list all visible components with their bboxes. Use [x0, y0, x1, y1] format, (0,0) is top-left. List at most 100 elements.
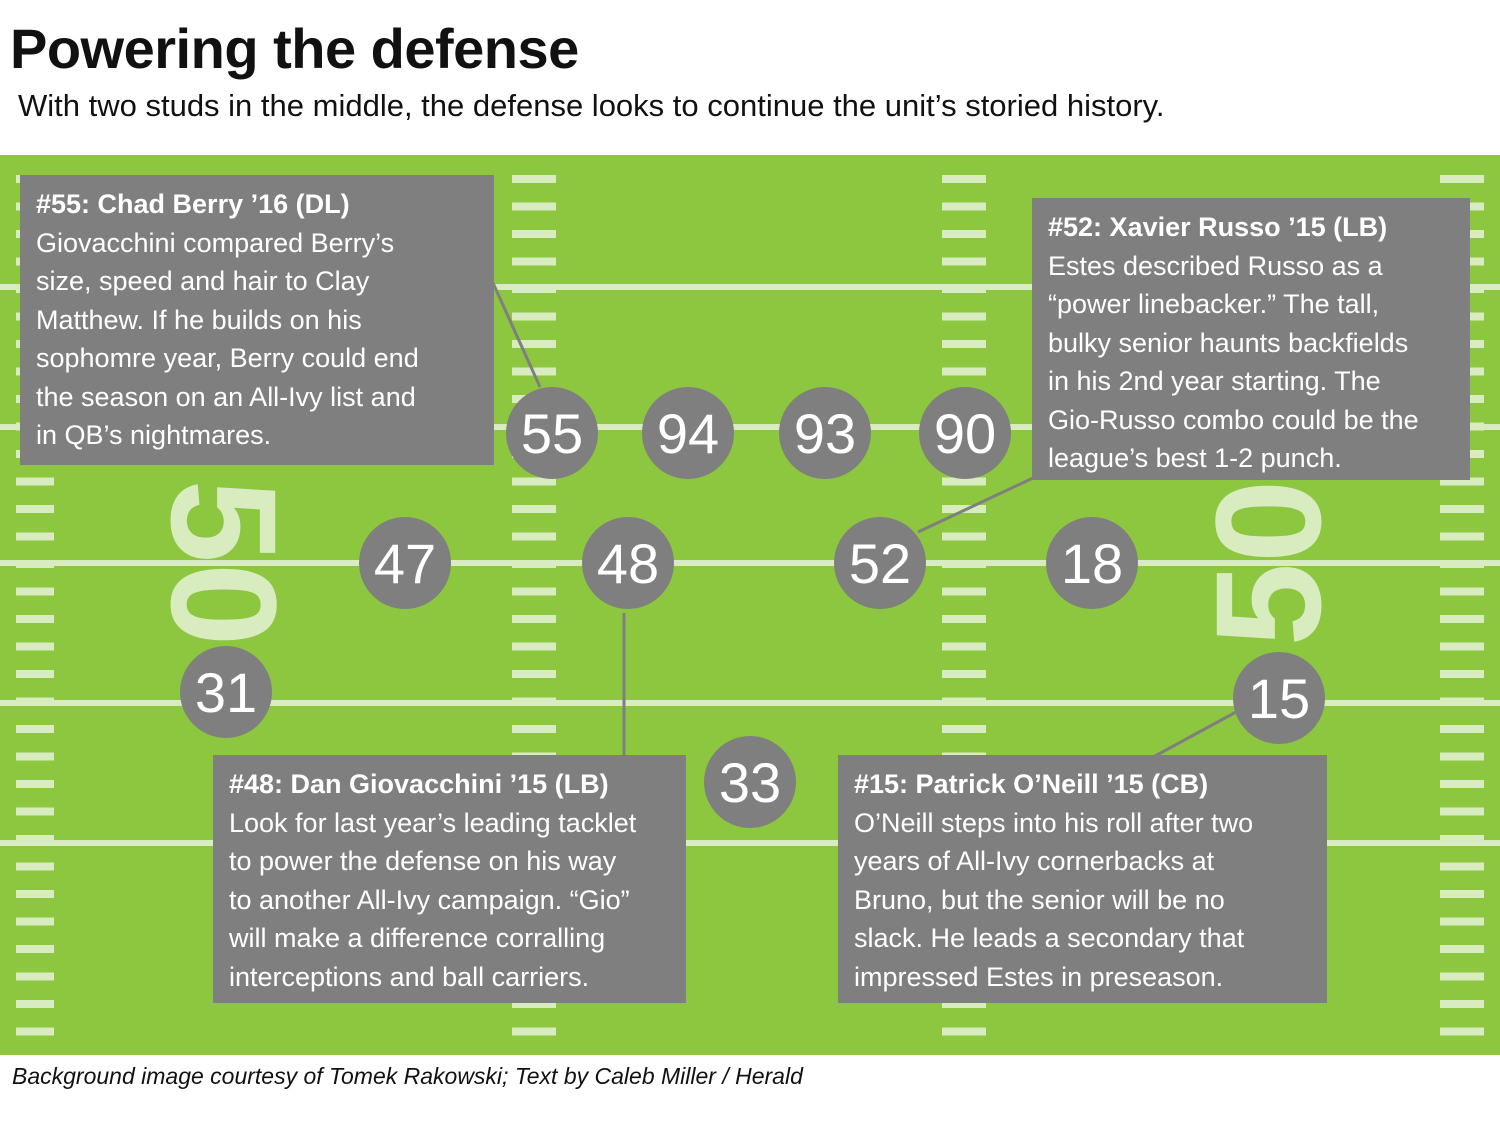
- hash-mark: [942, 312, 986, 321]
- hash-mark: [942, 587, 986, 596]
- hash-mark: [942, 340, 986, 348]
- player-number: 18: [1061, 532, 1123, 595]
- leader-line: [491, 282, 542, 388]
- image-credit: Background image courtesy of Tomek Rakow…: [12, 1063, 803, 1089]
- yard-numbers: 50 50: [140, 480, 1352, 647]
- callout-heading: #48: Dan Giovacchini ’15 (LB): [229, 769, 609, 799]
- hash-mark: [16, 807, 54, 816]
- hash-mark: [1440, 890, 1484, 898]
- hash-mark: [942, 285, 986, 293]
- player-31: 31: [180, 646, 272, 738]
- player-number: 90: [934, 402, 996, 465]
- hash-mark: [16, 835, 54, 843]
- hash-mark: [16, 615, 54, 623]
- hash-mark: [1440, 560, 1484, 568]
- yard-line: [0, 560, 1500, 566]
- hash-mark: [16, 917, 54, 926]
- hash-mark: [942, 230, 986, 238]
- callout-dan-giovacchini: #48: Dan Giovacchini ’15 (LB) Look for l…: [213, 755, 686, 1003]
- hash-mark: [16, 862, 54, 871]
- player-circle: [180, 646, 272, 738]
- hash-mark: [942, 1027, 986, 1036]
- leader-line: [917, 476, 1034, 534]
- hash-mark: [942, 560, 986, 568]
- player-18: 18: [1046, 517, 1138, 609]
- hash-mark: [1440, 175, 1484, 183]
- hash-mark: [1440, 505, 1484, 513]
- hash-mark: [512, 642, 556, 651]
- callout-patrick-oneill: #15: Patrick O’Neill ’15 (CB) O’Neill st…: [838, 755, 1327, 1003]
- hash-mark: [16, 587, 54, 596]
- football-field: 50 50 55 94 93 90 47 48 52 18 31 15 33 #55: Chad Be…: [0, 155, 1500, 1055]
- hash-mark: [942, 477, 986, 486]
- hash-mark: [512, 257, 556, 266]
- callout-line: Look for last year’s leading tacklet: [229, 807, 637, 838]
- player-number: 47: [374, 532, 436, 595]
- player-circle: [919, 387, 1011, 479]
- hash-mark: [16, 780, 54, 788]
- hash-mark: [1440, 697, 1484, 706]
- player-47: 47: [359, 517, 451, 609]
- hash-mark: [16, 477, 54, 486]
- player-circle: [1046, 517, 1138, 609]
- callout-line: to another All-Ivy campaign. “Gio”: [229, 884, 630, 915]
- hash-mark: [512, 697, 556, 706]
- hash-mark: [1440, 615, 1484, 623]
- player-number: 15: [1248, 667, 1310, 730]
- hash-mark: [942, 615, 986, 623]
- hash-mark: [16, 505, 54, 513]
- callout-heading: #55: Chad Berry ’16 (DL): [36, 189, 350, 219]
- player-circle: [582, 517, 674, 609]
- hash-mark: [1440, 1000, 1484, 1008]
- leader-lines: [491, 282, 1237, 758]
- hash-mark: [16, 1027, 54, 1036]
- hash-mark: [1440, 642, 1484, 651]
- hash-mark: [16, 1000, 54, 1008]
- hash-mark: [512, 230, 556, 238]
- callout-line: Estes described Russo as a: [1048, 250, 1383, 281]
- hash-mark: [942, 367, 986, 376]
- hash-mark: [16, 972, 54, 981]
- hash-mark: [512, 587, 556, 596]
- yard-number: 50: [140, 480, 308, 647]
- hash-mark: [16, 752, 54, 761]
- hash-mark: [1440, 780, 1484, 788]
- hash-mark: [942, 257, 986, 266]
- player-number: 55: [521, 402, 583, 465]
- hash-mark: [1440, 587, 1484, 596]
- hash-mark: [1440, 477, 1484, 486]
- player-circle: [506, 387, 598, 479]
- hash-mark: [512, 175, 556, 183]
- hash-mark: [512, 532, 556, 541]
- hash-mark: [16, 642, 54, 651]
- callout-line: impressed Estes in preseason.: [854, 961, 1224, 992]
- callout-chad-berry: #55: Chad Berry ’16 (DL) Giovacchini com…: [20, 175, 494, 465]
- callout-line: in QB’s nightmares.: [36, 420, 272, 450]
- hash-mark: [512, 1027, 556, 1036]
- callout-line: will make a difference corralling: [229, 923, 606, 953]
- hash-mark: [942, 670, 986, 678]
- player-circle: [359, 517, 451, 609]
- hash-mark: [1440, 807, 1484, 816]
- player-48: 48: [582, 517, 674, 609]
- callout-line: to power the defense on his way: [229, 846, 617, 876]
- callout-line: Gio-Russo combo could be the: [1048, 404, 1419, 435]
- player-number: 48: [597, 532, 659, 595]
- hash-mark: [16, 697, 54, 706]
- hash-mark: [512, 340, 556, 348]
- hash-mark: [512, 615, 556, 623]
- hash-mark: [512, 725, 556, 733]
- player-circle: [642, 387, 734, 479]
- hash-mark: [1440, 972, 1484, 981]
- hash-mark: [16, 945, 54, 953]
- hash-mark: [942, 175, 986, 183]
- hash-mark: [512, 477, 556, 486]
- player-number: 94: [657, 402, 719, 465]
- player-52: 52: [834, 517, 926, 609]
- hash-mark: [1440, 945, 1484, 953]
- hash-mark: [1440, 862, 1484, 871]
- hash-mark: [512, 1000, 556, 1008]
- callout-line: Giovacchini compared Berry’s: [36, 227, 395, 258]
- hash-mark: [1440, 1027, 1484, 1036]
- leader-line: [1154, 710, 1237, 758]
